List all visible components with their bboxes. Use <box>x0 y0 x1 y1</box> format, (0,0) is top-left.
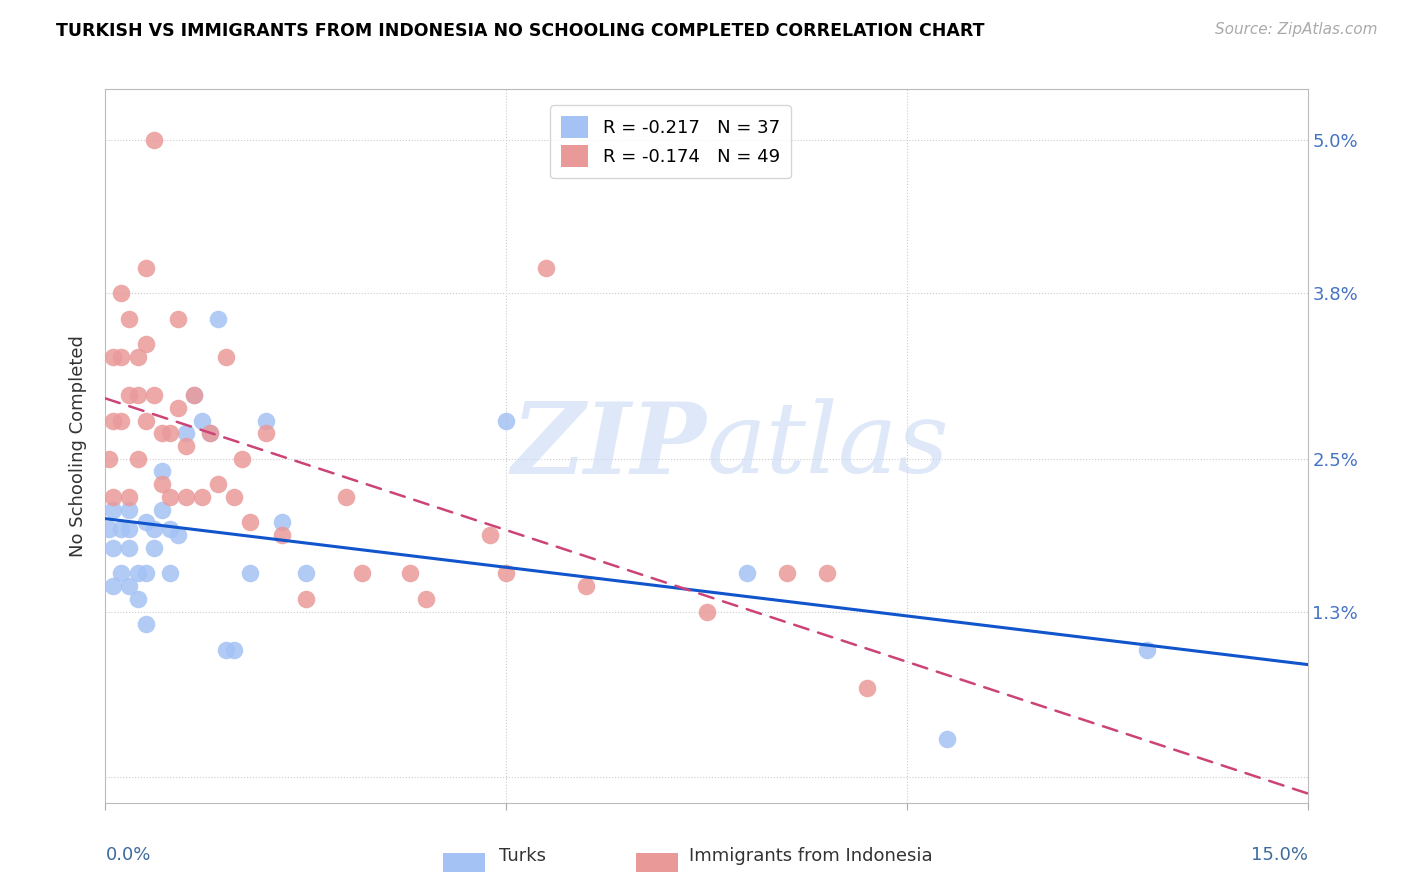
Point <box>295 566 318 581</box>
Text: 0.0%: 0.0% <box>105 846 150 863</box>
Point <box>166 311 188 326</box>
Point <box>135 337 157 351</box>
Text: Turks: Turks <box>499 847 546 865</box>
Point <box>190 490 212 504</box>
Point <box>270 516 292 530</box>
Point <box>110 522 132 536</box>
Text: ZIP: ZIP <box>512 398 707 494</box>
Point <box>1136 643 1159 657</box>
Point <box>198 426 221 441</box>
Point <box>127 591 149 606</box>
Point <box>110 413 132 427</box>
Point <box>350 566 373 581</box>
Point <box>142 522 165 536</box>
Point <box>159 426 181 441</box>
Point <box>166 528 188 542</box>
Point <box>239 516 262 530</box>
Point <box>127 451 149 466</box>
Point <box>335 490 357 504</box>
Point <box>222 490 245 504</box>
Point <box>135 260 157 275</box>
Point <box>150 426 173 441</box>
Point <box>98 522 121 536</box>
Point <box>174 490 197 504</box>
Point <box>98 451 121 466</box>
Point <box>103 490 125 504</box>
Point <box>103 579 125 593</box>
Point <box>254 426 277 441</box>
Point <box>183 388 205 402</box>
Point <box>103 502 125 516</box>
Point <box>142 388 165 402</box>
Point <box>239 566 262 581</box>
Point <box>399 566 422 581</box>
Point <box>575 579 598 593</box>
Point <box>110 566 132 581</box>
Text: TURKISH VS IMMIGRANTS FROM INDONESIA NO SCHOOLING COMPLETED CORRELATION CHART: TURKISH VS IMMIGRANTS FROM INDONESIA NO … <box>56 22 984 40</box>
Point <box>103 413 125 427</box>
Point <box>166 401 188 415</box>
Point <box>135 516 157 530</box>
Point <box>103 541 125 555</box>
Point <box>231 451 253 466</box>
Point <box>150 502 173 516</box>
Point <box>135 566 157 581</box>
Text: Immigrants from Indonesia: Immigrants from Indonesia <box>689 847 932 865</box>
Point <box>534 260 557 275</box>
Point <box>135 413 157 427</box>
Point <box>142 133 165 147</box>
Point <box>110 286 132 301</box>
Point <box>495 566 517 581</box>
Point <box>222 643 245 657</box>
Point <box>127 388 149 402</box>
Point <box>815 566 838 581</box>
Point <box>183 388 205 402</box>
Point <box>159 490 181 504</box>
Point <box>150 465 173 479</box>
Point <box>118 579 141 593</box>
Point <box>214 643 236 657</box>
Point <box>118 311 141 326</box>
Point <box>207 477 229 491</box>
Point <box>110 350 132 364</box>
Point <box>127 350 149 364</box>
Point <box>103 350 125 364</box>
Point <box>270 528 292 542</box>
Point <box>118 502 141 516</box>
Point <box>207 311 229 326</box>
Point <box>295 591 318 606</box>
Point <box>174 439 197 453</box>
Point <box>254 413 277 427</box>
Point <box>118 490 141 504</box>
Point <box>174 426 197 441</box>
Point <box>190 413 212 427</box>
Point <box>118 388 141 402</box>
Point <box>936 732 959 747</box>
Point <box>696 605 718 619</box>
Point <box>415 591 437 606</box>
Point <box>776 566 799 581</box>
Text: Source: ZipAtlas.com: Source: ZipAtlas.com <box>1215 22 1378 37</box>
Point <box>495 413 517 427</box>
Point <box>159 522 181 536</box>
Text: atlas: atlas <box>707 399 949 493</box>
Point <box>127 566 149 581</box>
Point <box>159 566 181 581</box>
Point <box>198 426 221 441</box>
Point <box>214 350 236 364</box>
Legend: R = -0.217   N = 37, R = -0.174   N = 49: R = -0.217 N = 37, R = -0.174 N = 49 <box>550 105 790 178</box>
Point <box>118 541 141 555</box>
Point <box>479 528 502 542</box>
Point <box>135 617 157 632</box>
Y-axis label: No Schooling Completed: No Schooling Completed <box>69 335 87 557</box>
Point <box>142 541 165 555</box>
Point <box>150 477 173 491</box>
Text: 15.0%: 15.0% <box>1250 846 1308 863</box>
Point <box>118 522 141 536</box>
Point <box>855 681 877 695</box>
Point <box>735 566 758 581</box>
